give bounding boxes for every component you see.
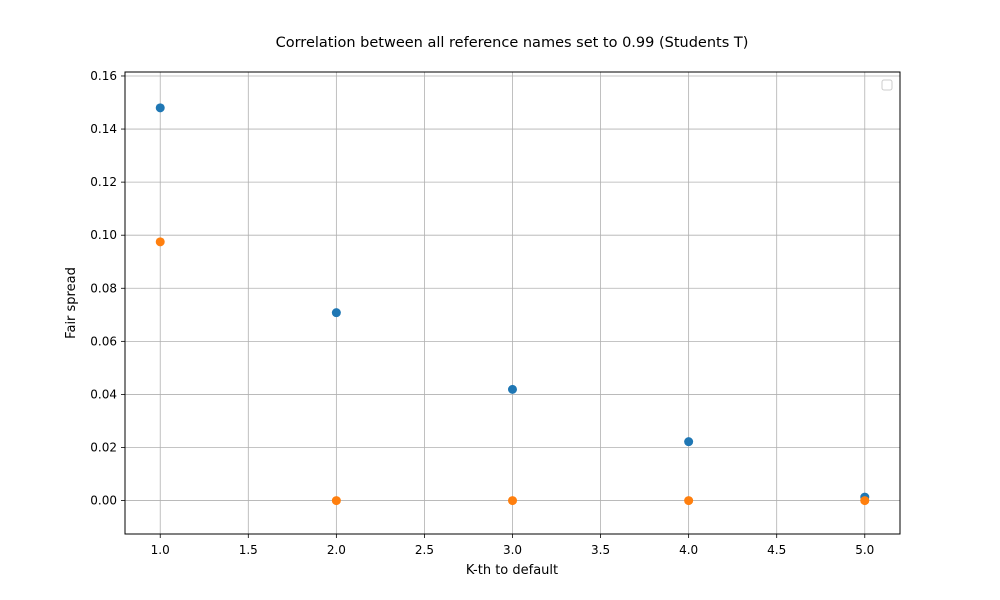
y-tick-label: 0.00 bbox=[90, 494, 117, 508]
legend-box bbox=[881, 79, 893, 91]
x-tick-label: 1.5 bbox=[239, 543, 258, 557]
x-tick-label: 4.0 bbox=[679, 543, 698, 557]
data-points bbox=[155, 103, 870, 506]
plot-area-frame bbox=[124, 71, 901, 535]
grid bbox=[125, 72, 900, 534]
y-tick-label: 0.12 bbox=[90, 175, 117, 189]
y-tick-label: 0.16 bbox=[90, 69, 117, 83]
x-tick-label: 4.5 bbox=[767, 543, 786, 557]
x-axis-label: K-th to default bbox=[466, 563, 558, 578]
y-tick-label: 0.02 bbox=[90, 440, 117, 454]
series-1-point bbox=[508, 384, 517, 394]
series-1-point bbox=[684, 437, 694, 447]
x-tick-label: 1.0 bbox=[151, 543, 170, 557]
series-1-point bbox=[155, 103, 165, 113]
x-tick-label: 3.0 bbox=[503, 543, 522, 557]
y-tick-label: 0.04 bbox=[90, 387, 117, 401]
x-tick-label: 2.0 bbox=[327, 543, 346, 557]
y-axis-label: Fair spread bbox=[64, 267, 79, 339]
axis-ticks: 1.0 1.5 2.0 2.5 3.0 3.5 4.0 4.5 5.0 0.00 0.02 0.04 0… bbox=[90, 69, 874, 557]
x-tick-label: 3.5 bbox=[591, 543, 610, 557]
y-tick-label: 0.10 bbox=[90, 228, 117, 242]
chart-title: Correlation between all reference names … bbox=[276, 35, 749, 51]
series-2-point bbox=[860, 496, 870, 506]
series-1-point bbox=[331, 308, 341, 318]
series-2-point bbox=[684, 496, 694, 506]
series-2-point bbox=[155, 237, 165, 247]
y-tick-label: 0.08 bbox=[90, 281, 117, 295]
x-tick-label: 2.5 bbox=[415, 543, 434, 557]
y-tick-label: 0.06 bbox=[90, 334, 117, 348]
series-2-point bbox=[331, 496, 341, 506]
y-tick-label: 0.14 bbox=[90, 122, 117, 136]
series-2-point bbox=[508, 496, 517, 506]
x-tick-label: 5.0 bbox=[855, 543, 874, 557]
